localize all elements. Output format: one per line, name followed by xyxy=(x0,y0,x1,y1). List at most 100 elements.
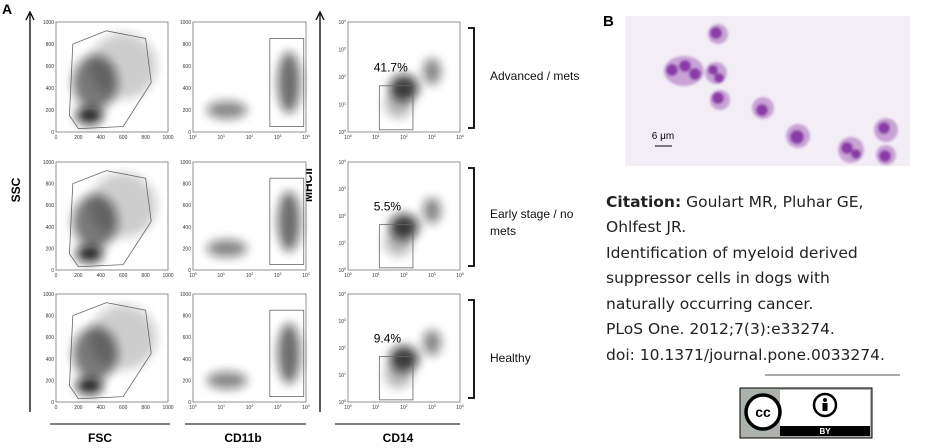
tick-label: 102 xyxy=(338,74,346,81)
cc-icon xyxy=(744,393,782,431)
tick-label: 104 xyxy=(338,291,346,298)
x-axis-title: CD14 xyxy=(383,431,414,445)
tick-exp: 1 xyxy=(223,272,225,276)
group-label: Healthy xyxy=(490,351,531,365)
cell-density xyxy=(384,230,412,256)
tick-exp: 1 xyxy=(344,240,346,244)
tick-exp: 3 xyxy=(344,318,346,322)
tick-base: 10 xyxy=(274,135,280,141)
tick-label: 104 xyxy=(302,134,310,141)
tick-exp: 0 xyxy=(350,272,352,276)
gate xyxy=(269,177,305,265)
tick-label: 0 xyxy=(51,400,54,406)
tick-exp: 2 xyxy=(406,404,408,408)
tick-label: 104 xyxy=(302,404,310,411)
cell-density xyxy=(206,239,248,258)
tick-exp: 3 xyxy=(344,47,346,51)
tick-label: 0 xyxy=(55,135,58,141)
bracket xyxy=(468,27,475,129)
tick-label: 0 xyxy=(188,130,191,136)
tick-label: 102 xyxy=(338,345,346,352)
tick-base: 10 xyxy=(338,48,344,54)
arrow-head xyxy=(25,10,35,21)
tick-exp: 0 xyxy=(350,134,352,138)
tick-base: 10 xyxy=(246,135,252,141)
tick-label: 100 xyxy=(338,267,346,274)
tick-label: 400 xyxy=(183,357,192,363)
tick-label: 1000 xyxy=(162,405,173,411)
scatter-plot: 5.5% xyxy=(347,161,461,271)
tick-base: 10 xyxy=(372,273,378,279)
tick-label: 1000 xyxy=(43,292,54,298)
tick-label: 400 xyxy=(46,225,55,231)
tick-base: 10 xyxy=(338,373,344,379)
tick-label: 200 xyxy=(183,378,192,384)
tick-label: 200 xyxy=(46,378,55,384)
tick-exp: 0 xyxy=(195,272,197,276)
tick-base: 10 xyxy=(217,405,223,411)
tick-base: 10 xyxy=(372,405,378,411)
tick-exp: 2 xyxy=(251,134,253,138)
tick-label: 800 xyxy=(183,42,192,48)
tick-exp: 3 xyxy=(280,134,282,138)
tick-label: 800 xyxy=(141,135,150,141)
tick-label: 800 xyxy=(183,182,192,188)
tick-label: 103 xyxy=(274,134,282,141)
tick-base: 10 xyxy=(428,273,434,279)
tick-label: 400 xyxy=(97,135,106,141)
tick-exp: 0 xyxy=(195,404,197,408)
tick-exp: 2 xyxy=(251,404,253,408)
tick-exp: 0 xyxy=(344,399,346,403)
tick-base: 10 xyxy=(338,187,344,193)
tick-label: 0 xyxy=(55,273,58,279)
tick-label: 104 xyxy=(456,134,464,141)
gate xyxy=(69,30,152,130)
tick-label: 600 xyxy=(119,405,128,411)
bracket xyxy=(468,167,475,267)
tick-exp: 1 xyxy=(344,102,346,106)
tick-label: 1000 xyxy=(43,160,54,166)
citation-line: PLoS One. 2012;7(3):e33274. xyxy=(606,320,835,338)
tick-exp: 2 xyxy=(406,272,408,276)
tick-base: 10 xyxy=(372,135,378,141)
tick-label: 1000 xyxy=(180,20,191,26)
tick-label: 100 xyxy=(189,134,197,141)
tick-exp: 4 xyxy=(308,134,310,138)
tick-base: 10 xyxy=(400,405,406,411)
tick-label: 103 xyxy=(274,272,282,279)
scatter-plot xyxy=(192,161,307,271)
tick-base: 10 xyxy=(338,160,344,166)
tick-base: 10 xyxy=(274,405,280,411)
tick-label: 1000 xyxy=(43,20,54,26)
tick-base: 10 xyxy=(338,268,344,274)
tick-base: 10 xyxy=(217,273,223,279)
tick-label: 101 xyxy=(372,134,380,141)
tick-base: 10 xyxy=(338,130,344,136)
tick-label: 104 xyxy=(338,159,346,166)
cells xyxy=(664,24,898,165)
cell-density xyxy=(89,33,157,99)
tick-base: 10 xyxy=(217,135,223,141)
tick-label: 800 xyxy=(141,405,150,411)
gate xyxy=(378,85,414,131)
tick-label: 200 xyxy=(74,405,83,411)
gate xyxy=(378,224,414,269)
scatter-plot xyxy=(55,161,169,271)
tick-exp: 0 xyxy=(195,134,197,138)
cell-density xyxy=(423,329,441,356)
tick-base: 10 xyxy=(456,135,462,141)
tick-label: 600 xyxy=(119,135,128,141)
tick-exp: 3 xyxy=(434,404,436,408)
tick-base: 10 xyxy=(338,103,344,109)
tick-exp: 1 xyxy=(378,134,380,138)
tick-exp: 2 xyxy=(344,345,346,349)
tick-label: 103 xyxy=(428,404,436,411)
cell-density xyxy=(76,245,104,263)
tick-label: 101 xyxy=(338,240,346,247)
tick-base: 10 xyxy=(189,273,195,279)
cell-density xyxy=(384,362,412,388)
cell-density xyxy=(423,197,441,224)
tick-base: 10 xyxy=(338,214,344,220)
cell-density xyxy=(76,106,104,125)
